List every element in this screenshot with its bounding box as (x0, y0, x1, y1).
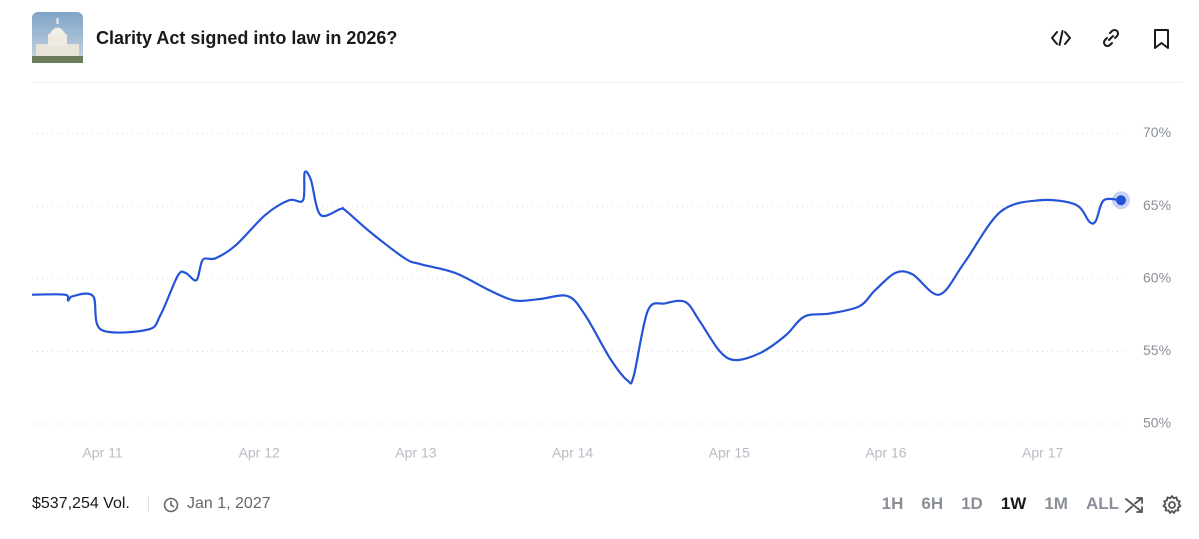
volume: $537,254 Vol. (32, 495, 130, 512)
range-button[interactable]: 6H (903, 494, 943, 514)
separator (148, 496, 149, 512)
y-tick-label: 70% (1143, 124, 1171, 140)
y-tick-label: 50% (1143, 415, 1171, 431)
shuffle-icon (1125, 497, 1143, 513)
market-image (32, 12, 83, 63)
link-button[interactable] (1100, 27, 1122, 52)
range-selector: 1H 6H 1D 1W 1M ALL (864, 494, 1119, 514)
embed-button[interactable] (1050, 28, 1072, 51)
y-tick-label: 60% (1143, 269, 1171, 285)
bookmark-button[interactable] (1152, 28, 1172, 53)
gear-icon (1162, 495, 1182, 514)
compare-button[interactable] (1124, 495, 1146, 518)
clock-icon (163, 497, 179, 513)
settings-button[interactable] (1161, 494, 1183, 519)
end-date: Jan 1, 2027 (187, 495, 271, 512)
market-title: Clarity Act signed into law in 2026? (96, 28, 398, 48)
y-tick-label: 65% (1143, 197, 1171, 213)
price-chart: 50% 55% 60% 65% 70% Apr 11 Apr 12 Apr 13 Apr 14 A… (31, 124, 1171, 461)
x-tick-label: Apr 15 (709, 445, 750, 461)
range-button[interactable]: 1M (1026, 494, 1068, 514)
range-button[interactable]: ALL (1068, 494, 1119, 514)
x-tick-label: Apr 16 (865, 445, 906, 461)
x-tick-label: Apr 17 (1022, 445, 1063, 461)
y-tick-label: 55% (1143, 342, 1171, 358)
range-button[interactable]: 1W (983, 494, 1027, 514)
x-tick-label: Apr 14 (552, 445, 593, 461)
x-tick-label: Apr 12 (239, 445, 280, 461)
range-button[interactable]: 1H (864, 494, 904, 514)
x-tick-label: Apr 13 (395, 445, 436, 461)
range-button[interactable]: 1D (943, 494, 983, 514)
embed-icon (1051, 30, 1071, 46)
price-line (31, 170, 1122, 385)
bookmark-icon (1154, 29, 1169, 49)
header-divider (32, 82, 1183, 83)
x-tick-label: Apr 11 (82, 445, 122, 461)
link-icon (1102, 28, 1120, 48)
last-point (1116, 195, 1126, 206)
